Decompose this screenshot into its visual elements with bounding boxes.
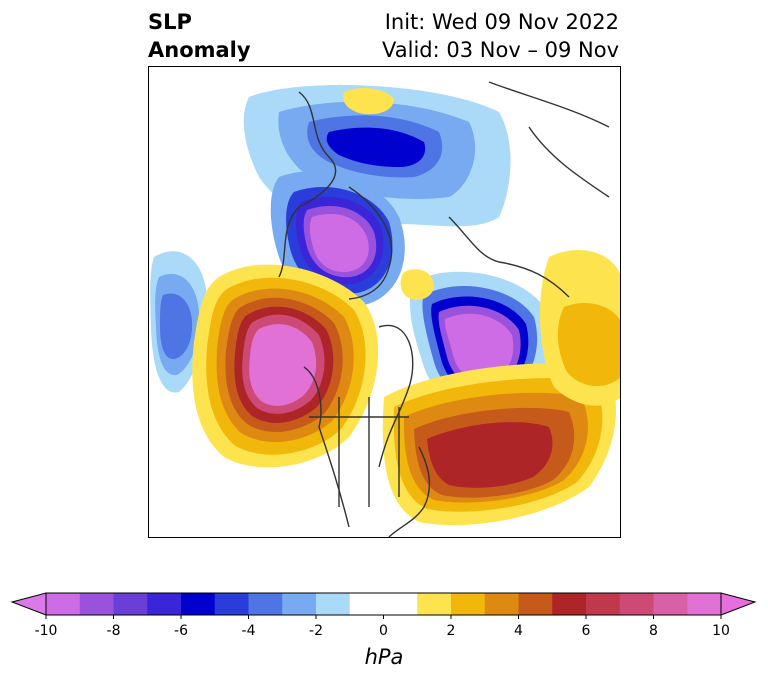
colorbar-tick-label: 6 <box>582 623 591 639</box>
colorbar-tick-label: 0 <box>379 623 388 639</box>
colorbar-bin <box>113 593 148 615</box>
colorbar-bin <box>687 593 722 615</box>
colorbar-bin <box>181 593 216 615</box>
colorbar-bin <box>552 593 587 615</box>
colorbar-over-arrow <box>720 592 757 616</box>
anomaly-alaska-positive <box>192 264 379 468</box>
valid-period: Init: Wed 09 Nov 2022 Valid: 03 Nov – 09… <box>382 8 619 64</box>
colorbar-under-arrow <box>10 592 47 616</box>
anomaly-small-positive <box>343 87 434 300</box>
colorbar-bin <box>316 593 351 615</box>
colorbar-bin <box>147 593 182 615</box>
colorbar-tick-label: 8 <box>649 623 658 639</box>
colorbar-tick-label: -10 <box>35 623 58 639</box>
chart-title: SLP Anomaly <box>148 8 251 64</box>
colorbar-bin <box>417 593 452 615</box>
title-line-1: SLP <box>148 10 192 34</box>
colorbar-tick-label: 10 <box>712 623 730 639</box>
colorbar-bin <box>653 593 688 615</box>
colorbar-unit-label: hPa <box>364 645 404 669</box>
colorbar-tick-label: -2 <box>309 623 323 639</box>
colorbar-ticks: -10 -8 -6 -4 -2 0 2 4 6 8 10 <box>35 615 730 639</box>
colorbar-bin <box>619 593 654 615</box>
colorbar-bins <box>46 593 722 615</box>
colorbar-bin <box>46 593 81 615</box>
colorbar-bin <box>586 593 621 615</box>
init-label: Init: Wed 09 Nov 2022 <box>384 10 619 34</box>
slp-anomaly-map <box>148 66 621 538</box>
anomaly-arctic-negative <box>270 171 405 306</box>
valid-label: Valid: 03 Nov – 09 Nov <box>382 38 619 62</box>
colorbar-tick-label: -4 <box>242 623 256 639</box>
colorbar-bin <box>451 593 486 615</box>
map-canvas <box>150 81 620 537</box>
colorbar-bin <box>484 593 519 615</box>
colorbar-tick-label: -6 <box>174 623 188 639</box>
anomaly-asia-positive <box>539 249 620 406</box>
colorbar-bin <box>248 593 283 615</box>
coastlines <box>278 81 610 537</box>
colorbar-tick-label: 4 <box>514 623 523 639</box>
anomaly-atlantic-positive <box>382 363 616 526</box>
colorbar-bin <box>214 593 249 615</box>
colorbar-bin <box>282 593 317 615</box>
colorbar-tick-label: 2 <box>447 623 456 639</box>
colorbar-bin <box>349 593 418 615</box>
title-line-2: Anomaly <box>148 38 251 62</box>
colorbar: -10 -8 -6 -4 -2 0 2 4 6 8 10 <box>10 592 757 639</box>
colorbar-bin <box>79 593 114 615</box>
colorbar-tick-label: -8 <box>107 623 121 639</box>
colorbar-bin <box>518 593 553 615</box>
